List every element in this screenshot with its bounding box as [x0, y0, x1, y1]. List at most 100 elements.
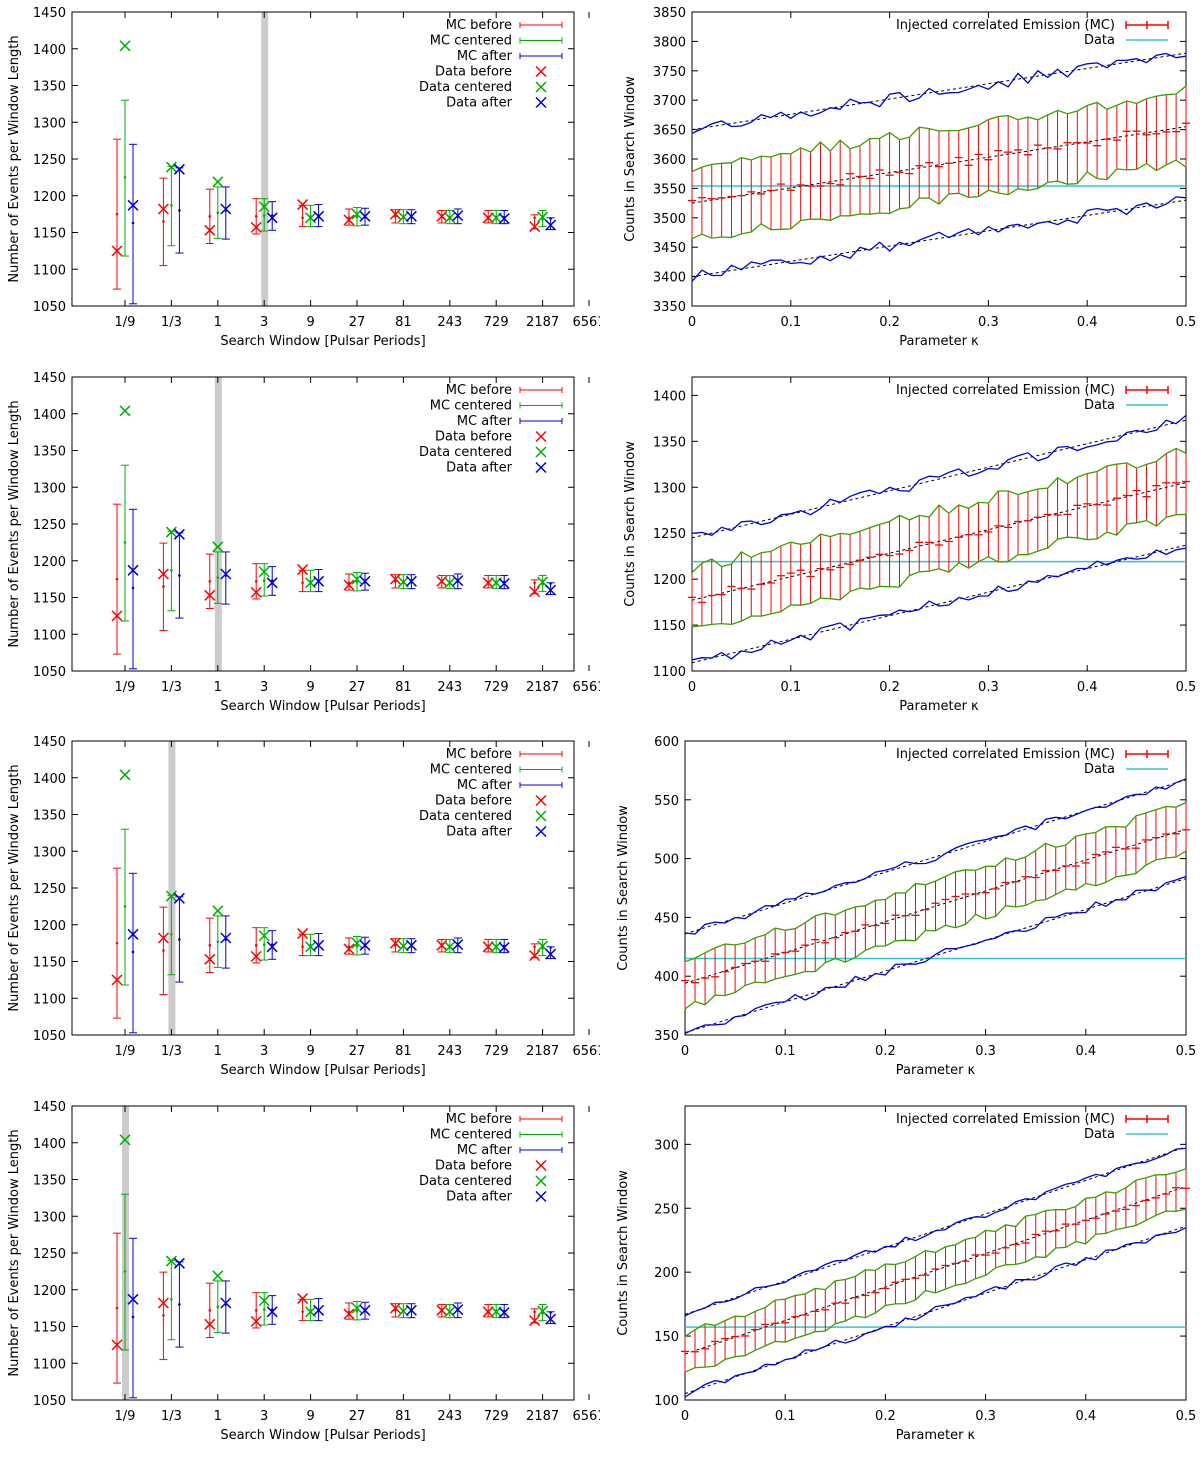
- y-tick-label: 1100: [33, 1357, 66, 1372]
- y-tick-label: 1250: [653, 527, 686, 542]
- mc-point: [255, 944, 258, 947]
- data-point: [213, 906, 223, 916]
- x-tick-label: 0.4: [1077, 315, 1098, 330]
- mc-point: [124, 1270, 127, 1273]
- x-tick-label: 1: [214, 680, 222, 695]
- highlight-band: [261, 12, 268, 306]
- legend-label: Injected correlated Emission (MC): [896, 383, 1115, 398]
- x-tick-label: 1/3: [161, 315, 182, 330]
- x-tick-label: 0: [681, 1044, 689, 1059]
- mc-point: [178, 1303, 181, 1306]
- mc-point: [116, 213, 119, 216]
- y-tick-label: 3600: [653, 153, 686, 168]
- legend-swatch: [536, 811, 546, 821]
- mc-point: [356, 945, 359, 948]
- y-tick-label: 3650: [653, 124, 686, 139]
- legend-label: MC after: [457, 49, 513, 64]
- y-tick-label: 1200: [33, 919, 66, 934]
- x-tick-label: 6561: [572, 1044, 600, 1059]
- x-tick-label: 3: [260, 680, 268, 695]
- y-tick-label: 1400: [33, 407, 66, 422]
- mc-point: [124, 905, 127, 908]
- y-tick-label: 1300: [33, 845, 66, 860]
- mc-point: [263, 1308, 266, 1311]
- mc-point: [209, 215, 212, 218]
- legend-label: Data: [1084, 1127, 1115, 1142]
- chart-1-right: 3350340034503500355036003650370037503800…: [600, 0, 1200, 365]
- x-tick-label: 6561: [572, 680, 600, 695]
- mc-point: [301, 217, 304, 220]
- legend-label: Injected correlated Emission (MC): [896, 747, 1115, 762]
- y-tick-label: 3850: [653, 6, 686, 21]
- mc-point: [162, 949, 165, 952]
- y-tick-label: 1400: [33, 772, 66, 787]
- legend-label: MC centered: [430, 1127, 512, 1142]
- x-tick-label: 1/9: [115, 1409, 136, 1424]
- y-tick-label: 1100: [653, 665, 686, 680]
- highlight-band: [168, 741, 175, 1035]
- data-point: [213, 177, 223, 187]
- legend-label: Data before: [435, 429, 512, 444]
- y-axis-label: Counts in Search Window: [616, 805, 631, 971]
- mc-point: [132, 1315, 135, 1318]
- y-tick-label: 1350: [33, 809, 66, 824]
- x-tick-label: 0.4: [1075, 1409, 1096, 1424]
- x-axis-label: Search Window [Pulsar Periods]: [220, 699, 425, 714]
- x-tick-label: 81: [395, 1044, 412, 1059]
- x-tick-label: 0.2: [875, 1409, 896, 1424]
- legend-label: Data centered: [419, 1174, 512, 1189]
- y-axis-label: Counts in Search Window: [623, 440, 638, 606]
- trend-line: [692, 200, 1186, 276]
- mc-point: [124, 541, 127, 544]
- x-tick-label: 2187: [526, 315, 559, 330]
- y-tick-label: 1350: [33, 80, 66, 95]
- legend-label: MC before: [446, 18, 512, 33]
- mc-point: [178, 574, 181, 577]
- y-tick-label: 1450: [33, 6, 66, 21]
- mc-point: [116, 577, 119, 580]
- mc-point: [217, 576, 220, 579]
- two-sigma-lower: [692, 197, 1186, 281]
- legend-label: Data centered: [419, 809, 512, 824]
- y-tick-label: 1250: [33, 882, 66, 897]
- data-point: [213, 1270, 223, 1280]
- y-tick-label: 600: [654, 735, 679, 750]
- y-tick-label: 450: [654, 911, 679, 926]
- data-point: [120, 405, 130, 415]
- y-tick-label: 1300: [33, 1210, 66, 1225]
- mc-point: [217, 940, 220, 943]
- x-tick-label: 27: [349, 315, 366, 330]
- mc-point: [170, 204, 173, 207]
- x-tick-label: 243: [437, 1409, 462, 1424]
- y-axis-label: Number of Events per Window Length: [7, 764, 22, 1011]
- mc-point: [263, 943, 266, 946]
- y-tick-label: 1450: [33, 371, 66, 386]
- x-axis-label: Parameter κ: [896, 1428, 976, 1443]
- mc-point: [170, 569, 173, 572]
- x-tick-label: 1/3: [161, 680, 182, 695]
- x-tick-label: 0.4: [1077, 680, 1098, 695]
- y-tick-label: 1200: [33, 554, 66, 569]
- x-tick-label: 1/9: [115, 315, 136, 330]
- y-axis-label: Number of Events per Window Length: [7, 35, 22, 282]
- legend-label: Injected correlated Emission (MC): [896, 18, 1115, 33]
- y-tick-label: 3450: [653, 241, 686, 256]
- legend-swatch: [536, 1160, 546, 1170]
- mc-point: [124, 176, 127, 179]
- mc-point: [132, 951, 135, 954]
- x-tick-label: 81: [395, 315, 412, 330]
- x-tick-label: 6561: [572, 315, 600, 330]
- x-tick-label: 0.5: [1176, 680, 1197, 695]
- x-tick-label: 0.1: [775, 1409, 796, 1424]
- x-tick-label: 27: [349, 1409, 366, 1424]
- x-tick-label: 0.3: [978, 315, 999, 330]
- x-tick-label: 0.3: [975, 1044, 996, 1059]
- mc-point: [178, 209, 181, 212]
- y-tick-label: 400: [654, 970, 679, 985]
- mc-point: [533, 1310, 536, 1313]
- y-tick-label: 1150: [653, 619, 686, 634]
- y-tick-label: 550: [654, 794, 679, 809]
